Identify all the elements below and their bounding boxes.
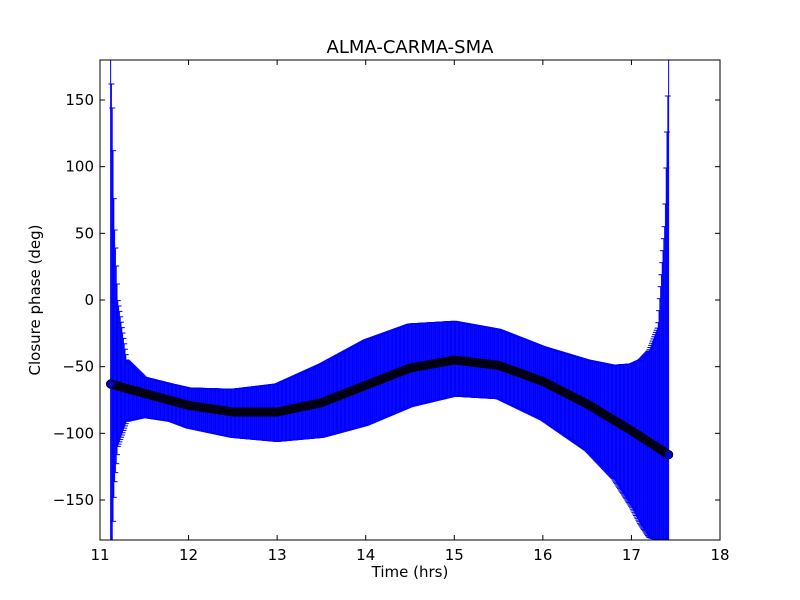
- x-tick-label: 12: [179, 546, 198, 564]
- x-tick-label: 18: [710, 546, 729, 564]
- x-tick-label: 13: [268, 546, 287, 564]
- plot-area: [106, 60, 674, 540]
- y-tick-label: 100: [65, 158, 94, 176]
- data-points: [106, 355, 674, 460]
- chart-title: ALMA-CARMA-SMA: [327, 37, 495, 58]
- data-point-end: [664, 450, 674, 460]
- y-tick-label: 50: [75, 224, 94, 242]
- x-tick-label: 16: [533, 546, 552, 564]
- y-axis-title: Closure phase (deg): [26, 225, 44, 376]
- data-point-end: [106, 379, 116, 389]
- x-tick-label: 14: [356, 546, 375, 564]
- y-tick-label: 150: [65, 91, 94, 109]
- y-tick-label: 0: [84, 291, 94, 309]
- y-tick-label: −100: [53, 424, 94, 442]
- y-tick-label: −50: [62, 358, 94, 376]
- x-axis-title: Time (hrs): [371, 563, 449, 581]
- x-tick-label: 15: [445, 546, 464, 564]
- x-tick-label: 11: [90, 546, 109, 564]
- axis-ticks: 11 12 13 14 15 16 17 18 −150 −100 −50 0 50 100 150: [53, 60, 730, 564]
- x-tick-label: 17: [622, 546, 641, 564]
- y-tick-label: −150: [53, 491, 94, 509]
